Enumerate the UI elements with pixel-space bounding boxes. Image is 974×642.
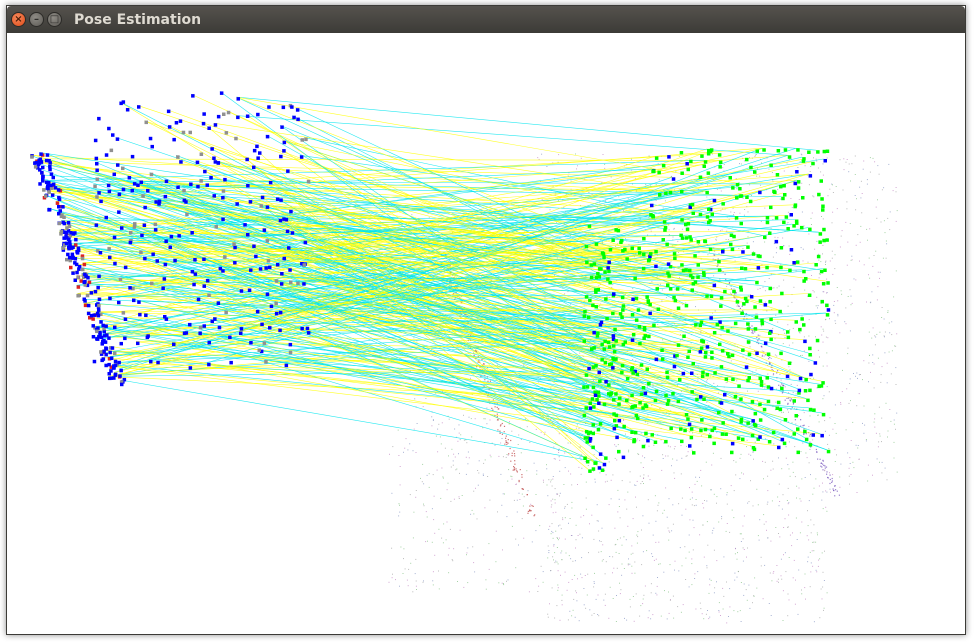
title-bar[interactable]: × – □ Pose Estimation (7, 6, 965, 33)
maximize-icon: □ (49, 13, 60, 25)
point-cloud-canvas[interactable] (7, 33, 965, 634)
minimize-button[interactable]: – (29, 12, 44, 27)
maximize-button[interactable]: □ (47, 12, 62, 27)
close-button[interactable]: × (11, 12, 26, 27)
point-cloud-viewport[interactable] (7, 33, 965, 634)
app-window: × – □ Pose Estimation (6, 5, 966, 635)
correspondence-lines (30, 91, 827, 470)
target-keypoints (582, 148, 831, 473)
close-icon: × (14, 13, 23, 25)
source-keypoints (30, 91, 311, 387)
window-controls: × – □ (11, 12, 62, 27)
window-title: Pose Estimation (74, 11, 202, 28)
minimize-icon: – (34, 13, 39, 25)
